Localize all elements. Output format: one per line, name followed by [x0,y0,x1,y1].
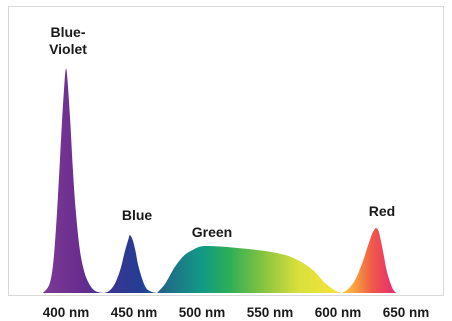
label-blue-violet: Blue-Violet [49,24,87,57]
x-tick-label: 650 nm [383,305,430,320]
label-green: Green [192,224,232,240]
red-peak-area [342,228,396,293]
green-band-area [157,246,342,293]
x-tick-label: 500 nm [179,305,226,320]
blue-peak-area [104,235,157,293]
label-red: Red [369,203,395,219]
x-tick-label: 450 nm [111,305,158,320]
blue-violet-peak-area [43,69,110,293]
label-blue: Blue [122,207,153,223]
x-tick-label: 600 nm [315,305,362,320]
x-tick-label: 550 nm [247,305,294,320]
x-tick-label: 400 nm [43,305,90,320]
